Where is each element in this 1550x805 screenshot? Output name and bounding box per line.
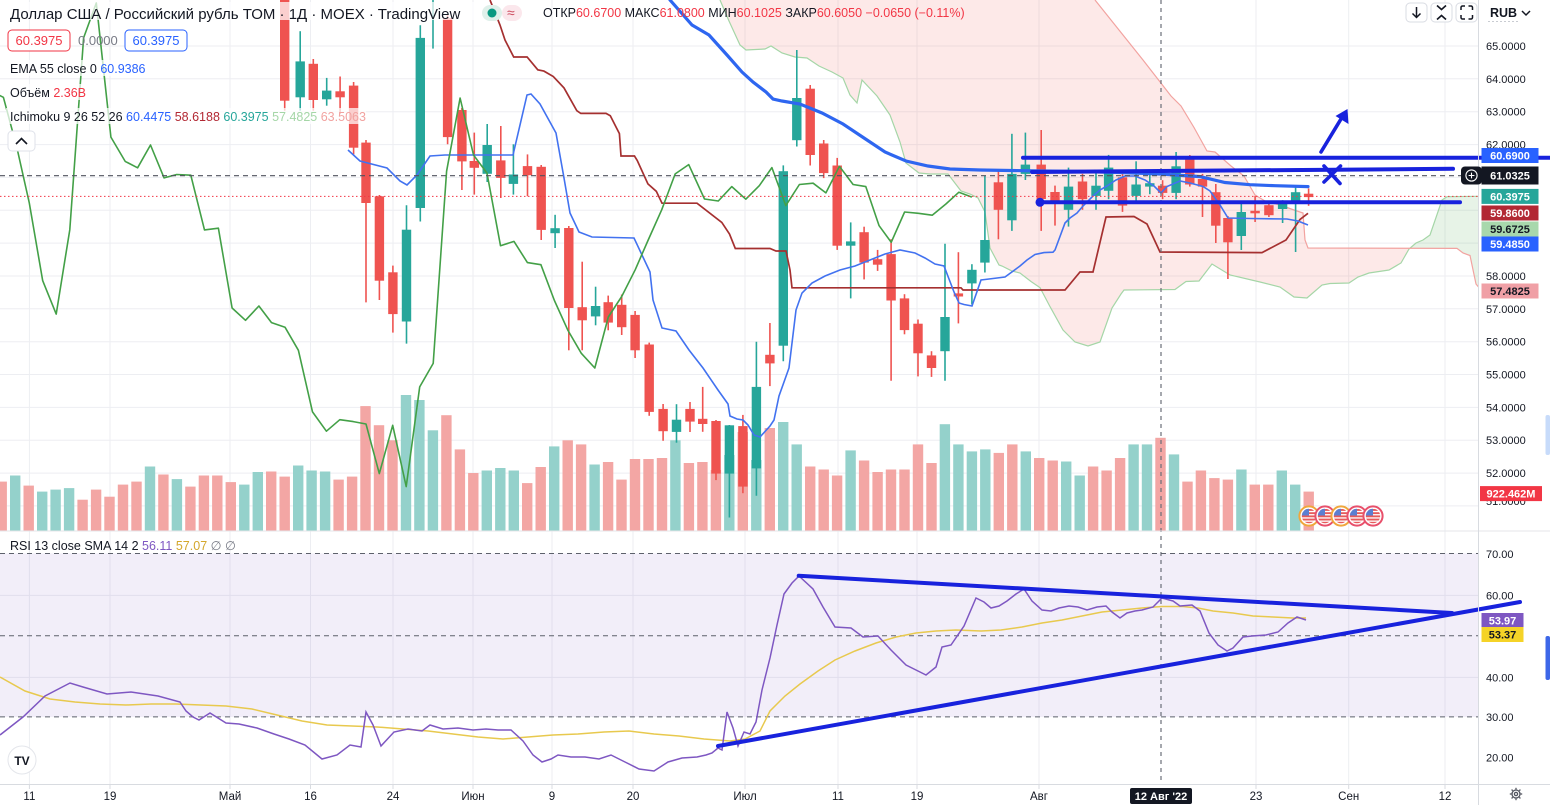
svg-text:EMA 55 close 0 60.9386: EMA 55 close 0 60.9386 — [10, 62, 146, 76]
svg-text:RSI 13 close SMA 14 2 56.11: RSI 13 close SMA 14 2 56.11 57.07 ∅ ∅ — [10, 539, 236, 553]
svg-text:40.00: 40.00 — [1486, 672, 1514, 684]
svg-text:60.3975: 60.3975 — [133, 33, 180, 48]
svg-text:TV: TV — [14, 754, 29, 768]
svg-text:53.97: 53.97 — [1489, 616, 1517, 628]
svg-text:60.3975: 60.3975 — [16, 33, 63, 48]
svg-text:11: 11 — [832, 791, 844, 803]
svg-text:Сен: Сен — [1338, 791, 1359, 803]
svg-text:Ichimoku 9 26 52 26 60.4475: Ichimoku 9 26 52 26 60.4475 58.6188 60.3… — [10, 110, 366, 124]
svg-text:60.3975: 60.3975 — [1490, 191, 1530, 203]
svg-text:RUB: RUB — [1490, 6, 1517, 20]
svg-text:30.00: 30.00 — [1486, 712, 1514, 724]
svg-text:65.0000: 65.0000 — [1486, 41, 1526, 53]
svg-text:Май: Май — [219, 791, 242, 803]
svg-text:70.00: 70.00 — [1486, 549, 1514, 561]
svg-text:Объём 2.36B: Объём 2.36B — [10, 86, 86, 100]
svg-text:57.4825: 57.4825 — [1490, 286, 1530, 298]
svg-text:24: 24 — [387, 791, 400, 803]
svg-text:59.4850: 59.4850 — [1490, 239, 1530, 251]
svg-text:61.0325: 61.0325 — [1490, 171, 1530, 183]
svg-text:60.00: 60.00 — [1486, 590, 1514, 602]
svg-text:≈: ≈ — [507, 5, 515, 21]
svg-text:0.0000: 0.0000 — [78, 33, 118, 48]
svg-text:16: 16 — [304, 791, 317, 803]
svg-text:56.0000: 56.0000 — [1486, 337, 1526, 349]
svg-text:23: 23 — [1250, 791, 1263, 803]
svg-text:53.37: 53.37 — [1489, 630, 1517, 642]
svg-text:12 Авг '22: 12 Авг '22 — [1135, 791, 1188, 803]
svg-text:20: 20 — [627, 791, 640, 803]
svg-text:53.0000: 53.0000 — [1486, 435, 1526, 447]
svg-text:60.6900: 60.6900 — [1490, 151, 1530, 163]
svg-text:Авг: Авг — [1030, 791, 1048, 803]
svg-text:58.0000: 58.0000 — [1486, 271, 1526, 283]
svg-text:19: 19 — [911, 791, 924, 803]
svg-text:55.0000: 55.0000 — [1486, 370, 1526, 382]
svg-text:52.0000: 52.0000 — [1486, 468, 1526, 480]
svg-text:11: 11 — [23, 791, 35, 803]
svg-text:54.0000: 54.0000 — [1486, 402, 1526, 414]
svg-text:Доллар США / Российский рубль: Доллар США / Российский рубль ТОМ · 1Д ·… — [10, 6, 460, 23]
svg-text:20.00: 20.00 — [1486, 752, 1514, 764]
svg-text:19: 19 — [104, 791, 117, 803]
svg-text:Июн: Июн — [461, 791, 484, 803]
svg-text:12: 12 — [1439, 791, 1452, 803]
svg-text:63.0000: 63.0000 — [1486, 107, 1526, 119]
svg-text:64.0000: 64.0000 — [1486, 74, 1526, 86]
svg-text:59.8600: 59.8600 — [1490, 208, 1530, 220]
svg-text:57.0000: 57.0000 — [1486, 304, 1526, 316]
svg-text:59.6725: 59.6725 — [1490, 224, 1530, 236]
svg-text:9: 9 — [549, 791, 555, 803]
svg-text:Июл: Июл — [733, 791, 756, 803]
svg-text:ОТКР60.6700 МАКС61.0800 МИН6: ОТКР60.6700 МАКС61.0800 МИН60.1025 ЗАКР6… — [543, 6, 965, 20]
svg-text:922.462M: 922.462M — [1487, 489, 1536, 501]
